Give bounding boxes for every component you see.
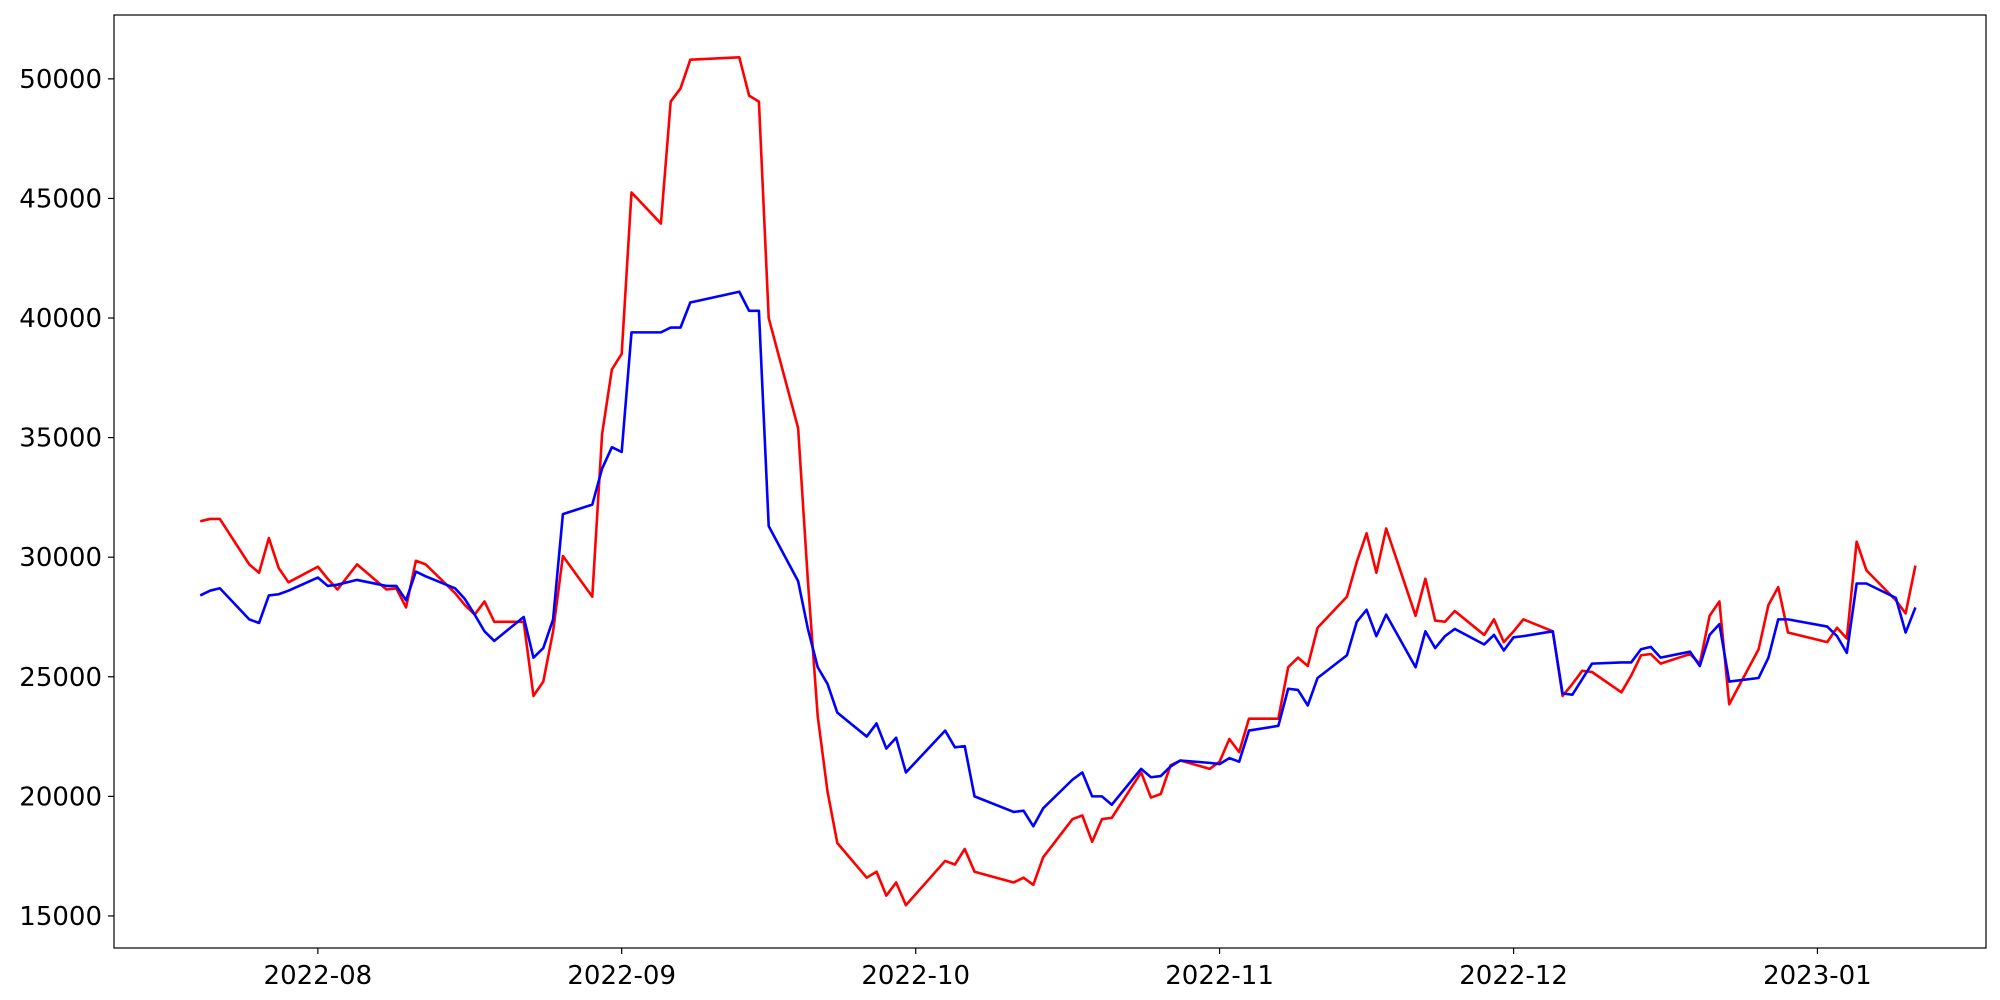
- y-tick-label: 45000: [19, 184, 102, 214]
- x-tick-label: 2023-01: [1763, 961, 1872, 991]
- y-tick-label: 50000: [19, 65, 102, 95]
- y-tick-label: 35000: [19, 424, 102, 454]
- x-tick-label: 2022-11: [1165, 961, 1274, 991]
- series-line: [199, 290, 1917, 828]
- y-tick-label: 25000: [19, 663, 102, 693]
- y-tick-label: 40000: [19, 304, 102, 334]
- x-tick-label: 2022-12: [1459, 961, 1568, 991]
- plot-frame: [113, 14, 1987, 949]
- x-tick-label: 2022-10: [861, 961, 970, 991]
- y-tick-label: 30000: [19, 543, 102, 573]
- series-line: [199, 56, 1917, 907]
- x-tick-label: 2022-09: [567, 961, 676, 991]
- y-tick-label: 15000: [19, 902, 102, 932]
- y-tick-label: 20000: [19, 782, 102, 812]
- x-tick-label: 2022-08: [264, 961, 373, 991]
